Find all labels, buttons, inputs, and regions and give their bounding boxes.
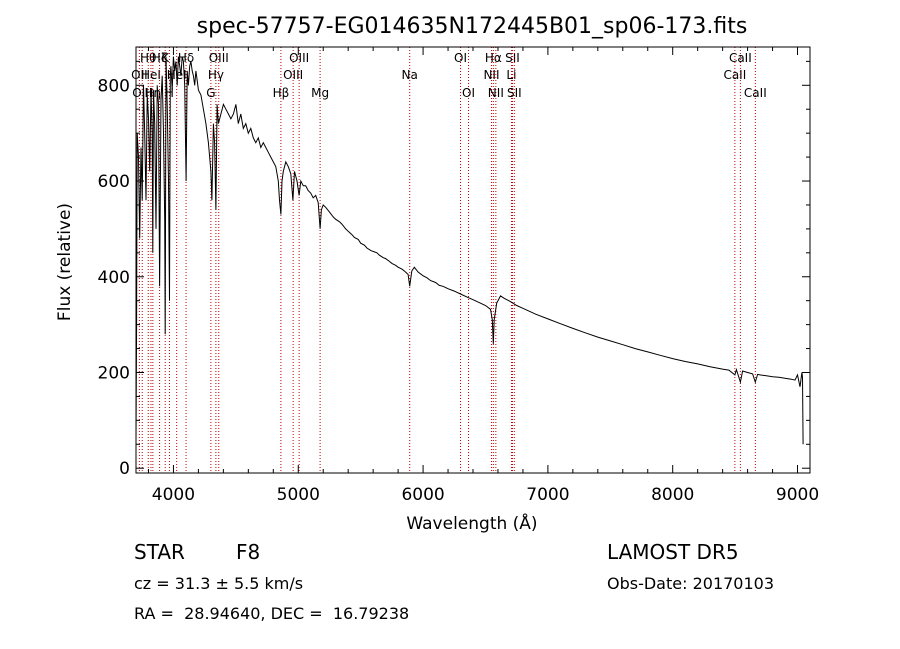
line-marker-label: Hβ [273, 86, 290, 100]
redshift-velocity: cz = 31.3 ± 5.5 km/s [134, 574, 304, 593]
line-marker-label: NII [488, 86, 504, 100]
y-tick-label: 200 [98, 363, 130, 383]
line-marker-label: OIII [283, 68, 303, 82]
spectral-subclass: F8 [236, 540, 261, 564]
chart-title: spec-57757-EG014635N172445B01_sp06-173.f… [197, 14, 748, 39]
line-marker-label: Hα [485, 51, 502, 65]
line-marker-label: OIII [289, 51, 309, 65]
line-marker-label: Hδ [178, 51, 194, 65]
line-marker-label: Hγ [208, 68, 224, 82]
line-marker-label: OIII [209, 51, 229, 65]
survey-name: LAMOST DR5 [607, 540, 739, 564]
x-tick-label: 9000 [776, 485, 819, 505]
line-marker-label: G [206, 86, 215, 100]
y-tick-label: 400 [98, 268, 130, 288]
y-tick-label: 0 [119, 459, 130, 479]
line-marker-label: CaII [723, 68, 746, 82]
x-axis-label: Wavelength (Å) [406, 512, 537, 534]
line-marker-label: SII [505, 51, 520, 65]
line-marker-label: Hθ [140, 51, 156, 65]
line-marker-label: CaII [744, 86, 767, 100]
line-marker-label: OI [462, 86, 475, 100]
x-tick-label: 8000 [651, 485, 694, 505]
x-tick-label: 4000 [152, 485, 195, 505]
line-marker-label: OI [454, 51, 467, 65]
line-marker-label: NII [483, 68, 499, 82]
line-marker-label: Li [506, 68, 516, 82]
y-axis-label: Flux (relative) [55, 203, 75, 321]
x-tick-label: 6000 [401, 485, 444, 505]
x-tick-label: 7000 [526, 485, 569, 505]
sky-coordinates: RA = 28.94640, DEC = 16.79238 [134, 604, 410, 623]
x-axis: 4000 5000 6000 7000 8000 9000 [147, 47, 819, 505]
spectrum-line [135, 56, 804, 445]
object-type: STAR [134, 540, 185, 564]
line-marker-label: OII [131, 68, 148, 82]
y-tick-label: 800 [98, 76, 130, 96]
observation-date: Obs-Date: 20170103 [607, 574, 775, 593]
line-marker-label: H [165, 86, 174, 100]
line-marker-label: Mg [311, 86, 329, 100]
line-marker-label: SII [507, 86, 522, 100]
y-tick-label: 600 [98, 172, 130, 192]
line-marker-label: HeI [141, 68, 161, 82]
line-markers: OIIOIIIHθHeIHηHζKHHeIHδGHγOIIIHβOIIIOIII… [131, 47, 767, 473]
y-axis: 0 200 400 600 800 [98, 60, 810, 479]
line-marker-label: CaII [729, 51, 752, 65]
x-tick-label: 5000 [277, 485, 320, 505]
line-marker-label: Hζ [152, 51, 168, 65]
line-marker-label: Na [402, 68, 418, 82]
